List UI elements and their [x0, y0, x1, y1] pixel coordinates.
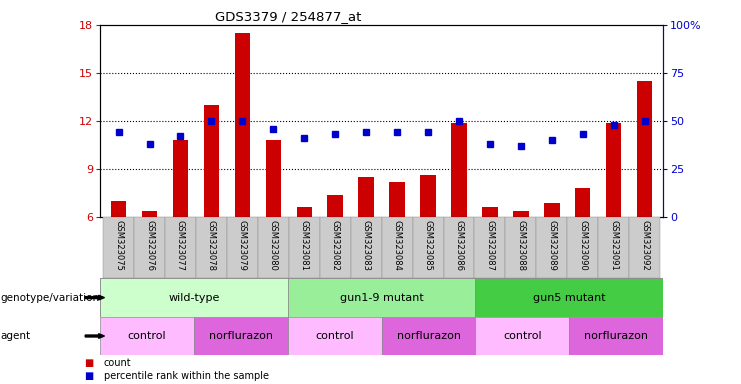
- Text: GSM323088: GSM323088: [516, 220, 525, 271]
- Bar: [629, 217, 660, 278]
- Bar: [482, 207, 498, 313]
- Bar: [451, 122, 467, 313]
- Text: gun1-9 mutant: gun1-9 mutant: [339, 293, 424, 303]
- Bar: [100, 317, 194, 355]
- Bar: [134, 217, 165, 278]
- Bar: [544, 203, 559, 313]
- Bar: [444, 217, 474, 278]
- Bar: [111, 201, 126, 313]
- Text: GDS3379 / 254877_at: GDS3379 / 254877_at: [215, 10, 362, 23]
- Text: GSM323078: GSM323078: [207, 220, 216, 271]
- Text: percentile rank within the sample: percentile rank within the sample: [104, 371, 269, 381]
- Text: GSM323080: GSM323080: [269, 220, 278, 271]
- Bar: [568, 217, 598, 278]
- Bar: [319, 217, 350, 278]
- Text: norflurazon: norflurazon: [396, 331, 461, 341]
- Bar: [513, 210, 528, 313]
- Bar: [505, 217, 536, 278]
- Bar: [103, 217, 134, 278]
- Bar: [575, 188, 591, 313]
- Text: control: control: [127, 331, 166, 341]
- Text: GSM323089: GSM323089: [548, 220, 556, 271]
- Bar: [265, 140, 281, 313]
- Bar: [382, 217, 413, 278]
- Bar: [569, 317, 663, 355]
- Bar: [296, 207, 312, 313]
- Text: wild-type: wild-type: [168, 293, 219, 303]
- Text: GSM323076: GSM323076: [145, 220, 154, 271]
- Bar: [194, 317, 288, 355]
- Bar: [476, 317, 569, 355]
- Text: GSM323081: GSM323081: [300, 220, 309, 271]
- Text: control: control: [316, 331, 354, 341]
- Text: GSM323086: GSM323086: [454, 220, 463, 271]
- Text: count: count: [104, 358, 131, 368]
- Bar: [328, 195, 343, 313]
- Text: genotype/variation: genotype/variation: [1, 293, 100, 303]
- Bar: [350, 217, 382, 278]
- Text: GSM323082: GSM323082: [330, 220, 339, 271]
- Bar: [142, 210, 157, 313]
- Bar: [420, 175, 436, 313]
- Text: GSM323077: GSM323077: [176, 220, 185, 271]
- Bar: [413, 217, 444, 278]
- Bar: [288, 278, 476, 317]
- Text: control: control: [503, 331, 542, 341]
- Text: ■: ■: [85, 371, 98, 381]
- Text: GSM323092: GSM323092: [640, 220, 649, 271]
- Text: GSM323087: GSM323087: [485, 220, 494, 271]
- Bar: [389, 182, 405, 313]
- Bar: [100, 278, 288, 317]
- Text: GSM323085: GSM323085: [424, 220, 433, 271]
- Text: norflurazon: norflurazon: [584, 331, 648, 341]
- Text: agent: agent: [1, 331, 31, 341]
- Bar: [235, 33, 250, 313]
- Bar: [288, 317, 382, 355]
- Bar: [474, 217, 505, 278]
- Bar: [536, 217, 568, 278]
- Bar: [227, 217, 258, 278]
- Bar: [258, 217, 289, 278]
- Bar: [359, 177, 374, 313]
- Bar: [606, 122, 622, 313]
- Bar: [204, 105, 219, 313]
- Bar: [598, 217, 629, 278]
- Bar: [173, 140, 188, 313]
- Text: GSM323084: GSM323084: [393, 220, 402, 271]
- Text: GSM323083: GSM323083: [362, 220, 370, 271]
- Text: GSM323075: GSM323075: [114, 220, 123, 271]
- Bar: [289, 217, 319, 278]
- Text: GSM323090: GSM323090: [578, 220, 588, 271]
- Text: gun5 mutant: gun5 mutant: [533, 293, 605, 303]
- Bar: [637, 81, 652, 313]
- Bar: [476, 278, 663, 317]
- Text: ■: ■: [85, 358, 98, 368]
- Bar: [382, 317, 476, 355]
- Text: norflurazon: norflurazon: [209, 331, 273, 341]
- Bar: [165, 217, 196, 278]
- Text: GSM323091: GSM323091: [609, 220, 618, 271]
- Bar: [196, 217, 227, 278]
- Text: GSM323079: GSM323079: [238, 220, 247, 271]
